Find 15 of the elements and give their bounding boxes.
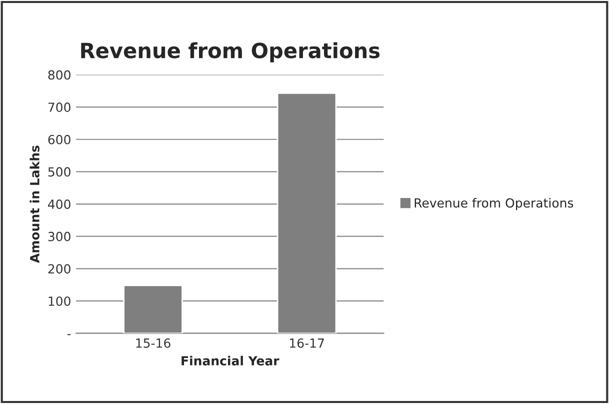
y-tick-label: - (67, 334, 71, 336)
y-tick-label: 200 (48, 264, 70, 274)
chart-title: Revenue from Operations (81, 42, 380, 62)
x-axis-title: Financial Year (182, 356, 280, 366)
y-tick-label: 800 (48, 70, 70, 80)
y-tick-label: 600 (48, 134, 70, 144)
y-tick-label: 100 (48, 296, 70, 306)
y-tick-label: 700 (48, 102, 70, 112)
y-tick-label: 300 (48, 232, 70, 242)
y-tick-label: 500 (48, 167, 70, 177)
x-tick-label: 16-17 (290, 338, 324, 348)
legend-label: Revenue from Operations (414, 198, 574, 210)
x-tick-label: 15-16 (136, 338, 170, 348)
y-tick-label: 400 (48, 199, 70, 209)
y-axis-title: Amount in Lakhs (30, 146, 40, 263)
